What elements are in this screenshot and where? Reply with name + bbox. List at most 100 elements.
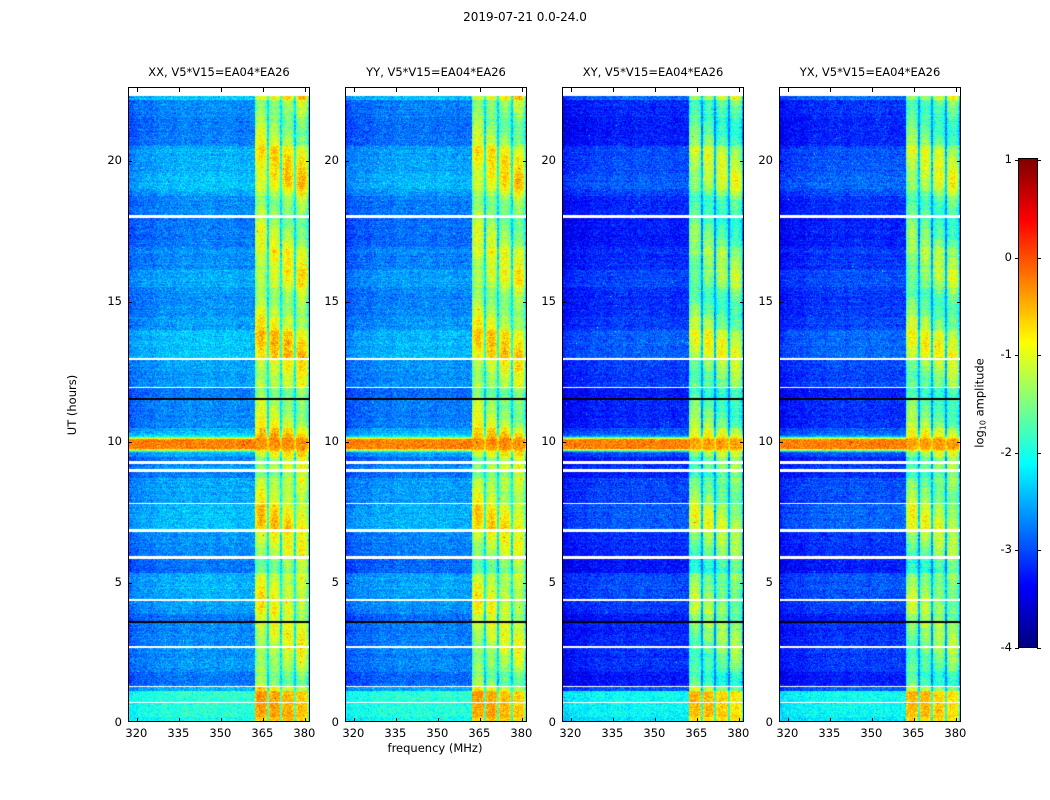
x-tick-label: 365 [685, 726, 708, 740]
x-tick-label: 350 [643, 726, 666, 740]
y-tick-mark-right [740, 161, 743, 163]
y-tick-mark-right [306, 161, 309, 163]
x-tick-mark [830, 718, 832, 721]
colorbar-label-prefix: log [972, 430, 987, 448]
colorbar-tick-label: -2 [1000, 444, 1012, 459]
x-tick-mark [305, 718, 307, 721]
y-tick-label: 10 [324, 434, 339, 449]
y-tick-mark [346, 301, 349, 303]
y-tick-mark-right [740, 301, 743, 303]
x-tick-label: 380 [727, 726, 750, 740]
colorbar-tick-mark [1015, 355, 1019, 357]
x-tick-label: 320 [559, 726, 582, 740]
x-tick-label: 365 [468, 726, 491, 740]
colorbar-tick-mark-right [1037, 160, 1041, 161]
x-tick-mark-top [137, 88, 139, 92]
y-tick-label: 15 [107, 293, 122, 308]
x-tick-mark [522, 718, 524, 721]
x-tick-label: 380 [293, 726, 316, 740]
x-tick-label: 365 [251, 726, 274, 740]
x-tick-mark [914, 718, 916, 721]
colorbar-tick-label: 1 [1004, 152, 1012, 166]
waterfall-panel-xx[interactable]: XX, V5*V15=EA04*EA26 [128, 65, 310, 722]
x-tick-mark [571, 718, 573, 721]
colorbar-tick-mark [1015, 160, 1019, 161]
colorbar-tick-mark-right [1037, 648, 1041, 649]
panel-title-xy: XY, V5*V15=EA04*EA26 [582, 65, 724, 79]
x-tick-mark-top [872, 88, 874, 92]
x-tick-mark [697, 718, 699, 721]
y-tick-mark-right [740, 442, 743, 444]
x-axis-title: frequency (MHz) [387, 741, 483, 755]
y-tick-mark-right [523, 582, 526, 584]
y-tick-mark-right [306, 442, 309, 444]
colorbar-tick-mark [1015, 550, 1019, 552]
colorbar-tick-label: 0 [1004, 249, 1012, 264]
y-tick-mark [780, 442, 783, 444]
y-tick-mark [346, 161, 349, 163]
panel-title-yy: YY, V5*V15=EA04*EA26 [366, 65, 506, 79]
x-tick-mark [956, 718, 958, 721]
x-tick-mark [263, 718, 265, 721]
panel-title-yx: YX, V5*V15=EA04*EA26 [799, 65, 941, 79]
x-tick-mark-top [613, 88, 615, 92]
x-tick-label: 350 [860, 726, 883, 740]
y-tick-label: 20 [324, 153, 339, 168]
x-tick-mark [354, 718, 356, 721]
colorbar-tick-mark-right [1037, 257, 1041, 259]
colorbar-label-suffix: amplitude [972, 358, 987, 421]
y-tick-label: 15 [324, 293, 339, 308]
y-tick-mark-right [957, 582, 960, 584]
x-tick-mark-top [305, 88, 307, 92]
x-tick-label: 335 [601, 726, 624, 740]
y-axis-title: UT (hours) [65, 374, 79, 436]
waterfall-panel-yx[interactable]: YX, V5*V15=EA04*EA26 [779, 65, 961, 722]
colorbar-tick-mark [1015, 648, 1019, 649]
y-tick-label: 20 [758, 153, 773, 168]
y-tick-mark [780, 161, 783, 163]
y-tick-mark [129, 161, 132, 163]
x-tick-mark [480, 718, 482, 721]
x-tick-mark-top [396, 88, 398, 92]
y-tick-mark [563, 301, 566, 303]
y-tick-label: 15 [541, 293, 556, 308]
x-tick-label: 365 [902, 726, 925, 740]
y-tick-mark-right [957, 301, 960, 303]
y-tick-mark [780, 301, 783, 303]
x-tick-mark [179, 718, 181, 721]
x-tick-mark-top [179, 88, 181, 92]
x-tick-mark-top [438, 88, 440, 92]
x-tick-mark-top [263, 88, 265, 92]
x-tick-label: 380 [944, 726, 967, 740]
panel-frame-yx [779, 87, 961, 722]
y-tick-mark-right [740, 582, 743, 584]
y-tick-label: 20 [541, 153, 556, 168]
waterfall-panel-xy[interactable]: XY, V5*V15=EA04*EA26 [562, 65, 744, 722]
y-tick-label: 0 [331, 715, 339, 729]
x-tick-mark-top [655, 88, 657, 92]
x-tick-label: 320 [125, 726, 148, 740]
panel-frame-xy [562, 87, 744, 722]
y-tick-label: 5 [765, 574, 773, 589]
y-tick-mark [780, 582, 783, 584]
y-tick-mark [346, 582, 349, 584]
y-tick-mark-right [523, 161, 526, 163]
y-tick-mark [129, 582, 132, 584]
x-tick-label: 320 [342, 726, 365, 740]
y-tick-label: 0 [548, 715, 556, 729]
x-tick-mark [655, 718, 657, 721]
x-tick-label: 335 [384, 726, 407, 740]
x-tick-mark-top [739, 88, 741, 92]
y-tick-mark [563, 442, 566, 444]
colorbar-tick-mark-right [1037, 452, 1041, 454]
x-tick-mark-top [571, 88, 573, 92]
y-tick-label: 10 [107, 434, 122, 449]
y-tick-mark-right [306, 582, 309, 584]
x-tick-mark [872, 718, 874, 721]
x-tick-mark-top [788, 88, 790, 92]
colorbar[interactable] [1015, 158, 1041, 649]
y-tick-label: 5 [114, 574, 122, 589]
colorbar-label-subscript: 10 [978, 420, 988, 431]
waterfall-panel-yy[interactable]: YY, V5*V15=EA04*EA26 [345, 65, 527, 722]
